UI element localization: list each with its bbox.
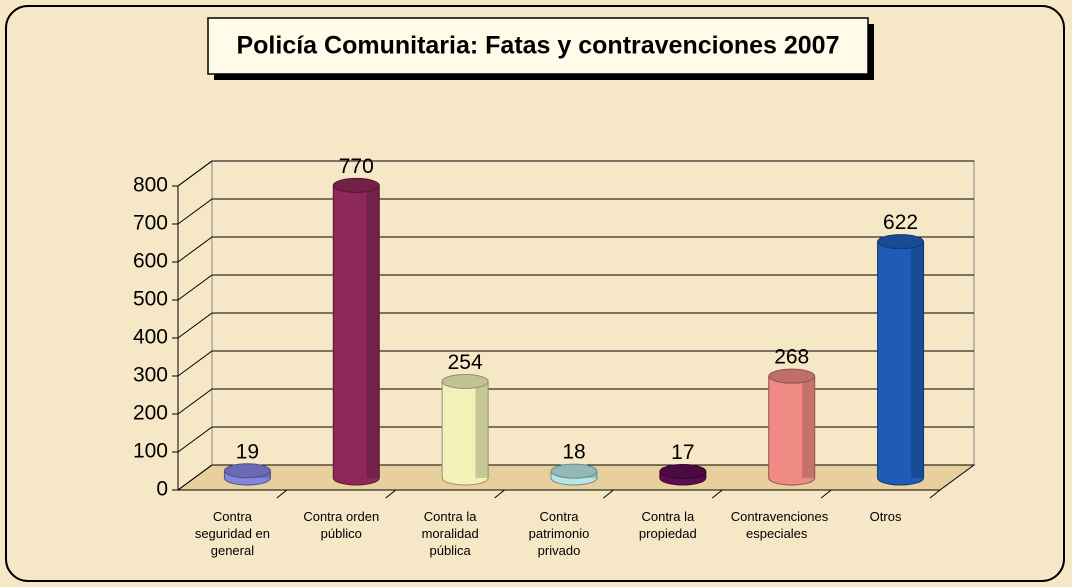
value-label: 622 <box>883 211 918 234</box>
bar-top <box>332 177 380 193</box>
value-label: 770 <box>339 155 374 178</box>
value-label: 268 <box>774 346 809 369</box>
y-tick-label: 100 <box>133 440 168 463</box>
grid-line <box>177 274 974 301</box>
bar-top <box>550 463 598 479</box>
y-tick-label: 500 <box>133 288 168 311</box>
grid-line <box>177 426 974 453</box>
x-tick <box>603 489 614 499</box>
x-tick-label: Contra patrimonio privado <box>528 509 590 558</box>
bar <box>877 241 924 478</box>
x-tick <box>276 489 288 499</box>
x-tick-label: Contra la propiedad <box>638 509 697 541</box>
bar-top <box>441 373 489 389</box>
x-tick-label: Contra orden público <box>303 509 380 541</box>
chart-title: Policía Comunitaria: Fatas y contravenci… <box>236 32 839 60</box>
grid-line <box>177 312 974 339</box>
grid-line <box>177 236 974 263</box>
bar-top <box>768 368 816 384</box>
value-label: 17 <box>671 441 694 464</box>
bar-shade <box>366 185 380 478</box>
bar <box>442 381 489 478</box>
value-label: 19 <box>236 440 259 463</box>
y-tick-label: 300 <box>133 364 168 387</box>
x-tick <box>494 489 505 499</box>
y-tick-label: 700 <box>133 212 168 235</box>
bar <box>768 376 815 478</box>
grid-line <box>177 388 974 415</box>
value-label: 18 <box>562 441 585 464</box>
y-tick-label: 800 <box>133 174 168 197</box>
y-tick-label: 200 <box>133 402 168 425</box>
grid-line <box>177 198 974 225</box>
bar-shade <box>910 241 924 478</box>
bar-top <box>223 463 271 479</box>
bar-shade <box>475 381 489 478</box>
grid-line <box>177 160 974 187</box>
value-label: 254 <box>448 351 483 374</box>
y-tick-label: 400 <box>133 326 168 349</box>
x-tick-label: Contra seguridad en general <box>194 509 270 558</box>
bar <box>333 185 380 478</box>
x-tick <box>929 489 941 499</box>
x-tick <box>820 489 832 499</box>
x-tick <box>711 489 723 499</box>
y-tick-label: 0 <box>156 478 168 501</box>
title-box <box>207 17 869 75</box>
bar-shade <box>802 376 815 478</box>
x-tick <box>385 489 397 499</box>
bar-top <box>659 464 707 480</box>
bar-top <box>877 234 925 250</box>
x-tick-label: Otros <box>869 509 902 524</box>
y-tick-label: 600 <box>133 250 168 273</box>
x-tick-label: Contravenciones especiales <box>730 509 829 541</box>
grid-line <box>177 464 974 491</box>
grid-line <box>177 350 974 377</box>
x-tick-label: Contra la moralidad pública <box>421 509 479 558</box>
